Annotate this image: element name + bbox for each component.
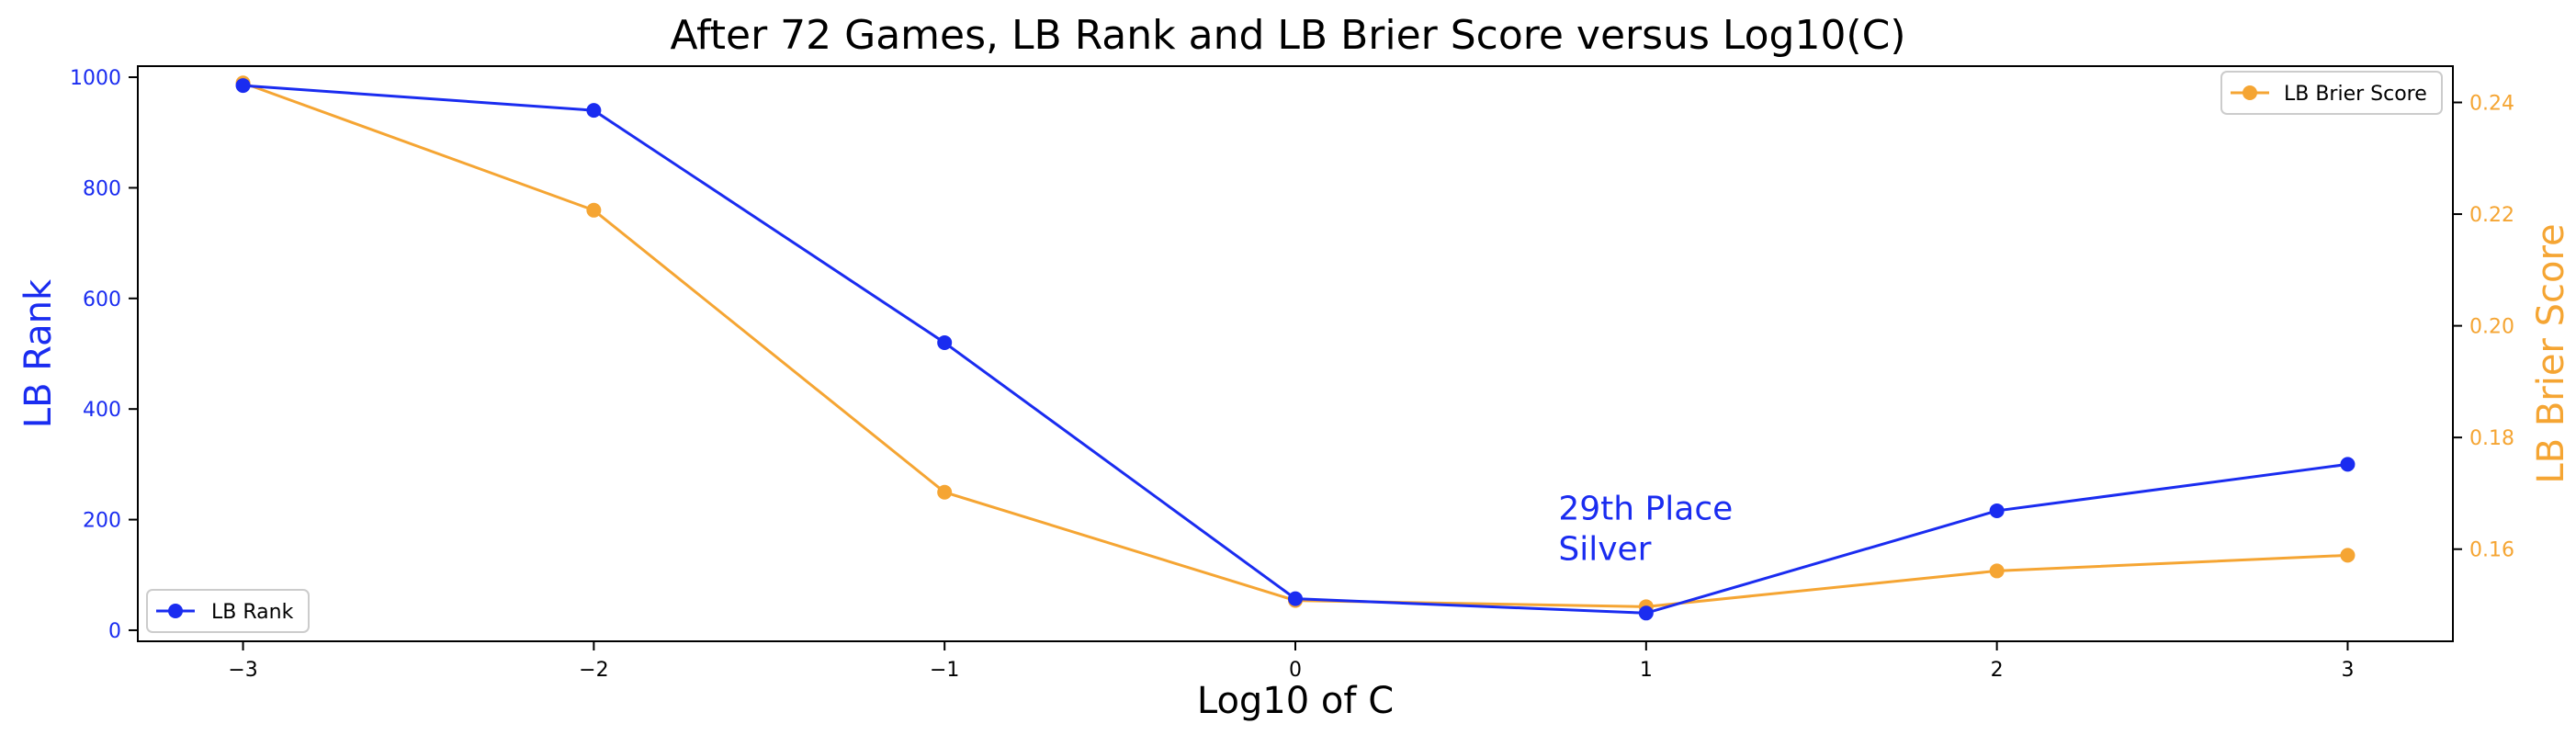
x-tick-label: 0 [1289,659,1302,682]
legend-lb-rank-box [146,589,310,633]
x-tick-label: 1 [1640,659,1653,682]
legend-lb-brier-label: LB Brier Score [2284,83,2427,106]
y-axis-left: 0 200 400 600 800 1000 [70,67,138,643]
y-left-tick-label: 1000 [70,67,121,90]
data-point-lb-rank [235,78,251,94]
plot-area [137,65,2454,642]
legend-lb-rank-marker [168,604,183,618]
y-right-tick-label: 0.20 [2469,316,2514,339]
x-axis: −3 −2 −1 0 1 2 3 [228,641,2354,682]
annotation-line-2: Silver [1558,531,1651,569]
x-tick-label: 2 [1991,659,2004,682]
y-left-tick-label: 400 [83,399,121,422]
series-line-lb-rank [243,84,2348,615]
legend-lb-rank-label: LB Rank [211,601,294,624]
series-lb-rank [235,78,2356,621]
data-point-lb-rank [1638,605,1654,621]
data-point-lb-rank [586,103,602,119]
legend-lb-brier-box [2220,71,2443,115]
y-right-tick-label: 0.24 [2469,93,2514,116]
legend-lb-brier-marker [2243,85,2257,100]
annotation-line-1: 29th Place [1558,491,1733,528]
data-point-lb-brier-score [937,484,953,500]
x-tick-label: −3 [228,659,257,682]
x-tick-label: −1 [930,659,959,682]
legend-lb-rank: LB Rank [146,589,310,633]
data-point-lb-rank [2340,457,2356,472]
y-right-tick-label: 0.16 [2469,539,2514,562]
data-point-lb-brier-score [2340,548,2356,563]
data-point-lb-rank [937,334,953,350]
y-left-tick-label: 200 [83,510,121,533]
annotation-29th-place: 29th Place Silver [1558,491,1733,569]
y-left-tick-label: 600 [83,288,121,311]
legend-lb-brier-score: LB Brier Score [2220,71,2443,115]
y-right-tick-label: 0.18 [2469,427,2514,450]
data-point-lb-rank [1288,591,1303,606]
y-right-tick-label: 0.22 [2469,204,2514,227]
y-left-tick-label: 800 [83,177,121,200]
y-left-tick-label: 0 [108,620,121,643]
series-line-lb-brier-score [243,81,2348,608]
x-tick-label: 3 [2341,659,2354,682]
x-tick-label: −2 [579,659,608,682]
x-axis-label: Log10 of C [1197,680,1394,722]
y-axis-label-left: LB Rank [17,278,60,428]
series-layer [235,75,2356,621]
chart-title: After 72 Games, LB Rank and LB Brier Sco… [671,12,1906,59]
data-point-lb-rank [1989,503,2005,518]
y-axis-label-right: LB Brier Score [2530,223,2572,483]
series-lb-brier-score [235,75,2356,615]
data-point-lb-brier-score [1989,563,2005,579]
data-point-lb-brier-score [586,202,602,218]
y-axis-right: 0.16 0.18 0.20 0.22 0.24 [2453,93,2514,562]
